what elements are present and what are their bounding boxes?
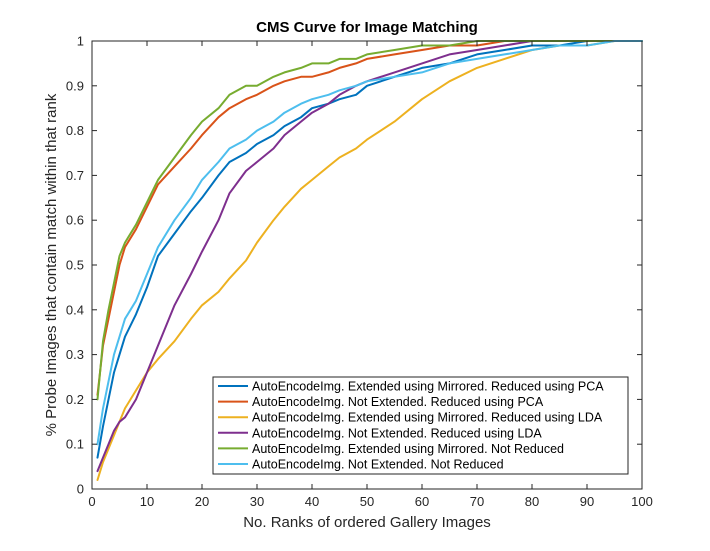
series-layer [96,40,643,481]
x-tick-label: 50 [360,494,374,509]
series-line-2 [96,40,643,396]
y-tick-label: 0.6 [66,213,84,228]
x-tick-label: 10 [140,494,154,509]
series-line-1 [96,40,643,459]
y-tick-label: 1 [77,34,84,49]
x-tick-label: 40 [305,494,319,509]
y-tick-label: 0.9 [66,78,84,93]
y-tick-label: 0.3 [66,347,84,362]
y-tick-label: 0.5 [66,258,84,273]
x-axis-title: No. Ranks of ordered Gallery Images [243,514,491,531]
series-line-4 [96,40,643,473]
x-tick-label: 70 [470,494,484,509]
series-line-3 [96,40,643,481]
y-tick-label: 0 [77,482,84,497]
legend-label-5: AutoEncodeImg. Extended using Mirrored. … [252,442,564,456]
y-tick-label: 0.2 [66,392,84,407]
x-tick-label: 30 [250,494,264,509]
ticks-layer: 0 10 20 30 40 50 60 70 80 90 100 0 0.1 0.2 0.3 0.4 0.5 0.… [66,34,653,510]
chart-title: CMS Curve for Image Matching [256,19,478,36]
x-tick-label: 60 [415,494,429,509]
y-axis-title: % Probe Images that contain match within… [43,93,60,436]
legend-label-3: AutoEncodeImg. Extended using Mirrored. … [252,411,603,425]
legend-label-1: AutoEncodeImg. Extended using Mirrored. … [252,380,604,394]
x-tick-label: 0 [88,494,95,509]
x-tick-label: 100 [631,494,653,509]
y-tick-label: 0.1 [66,437,84,452]
legend-label-6: AutoEncodeImg. Not Extended. Not Reduced [252,458,504,472]
legend-label-4: AutoEncodeImg. Not Extended. Reduced usi… [252,426,542,440]
x-tick-label: 20 [195,494,209,509]
y-tick-label: 0.4 [66,302,84,317]
y-tick-label: 0.8 [66,123,84,138]
y-tick-label: 0.7 [66,168,84,183]
legend-box [212,376,629,475]
legend: AutoEncodeImg. Extended using Mirrored. … [212,376,629,475]
x-tick-label: 90 [580,494,594,509]
x-tick-label: 80 [525,494,539,509]
legend-label-2: AutoEncodeImg. Not Extended. Reduced usi… [252,395,544,409]
series-line-6 [96,40,643,446]
